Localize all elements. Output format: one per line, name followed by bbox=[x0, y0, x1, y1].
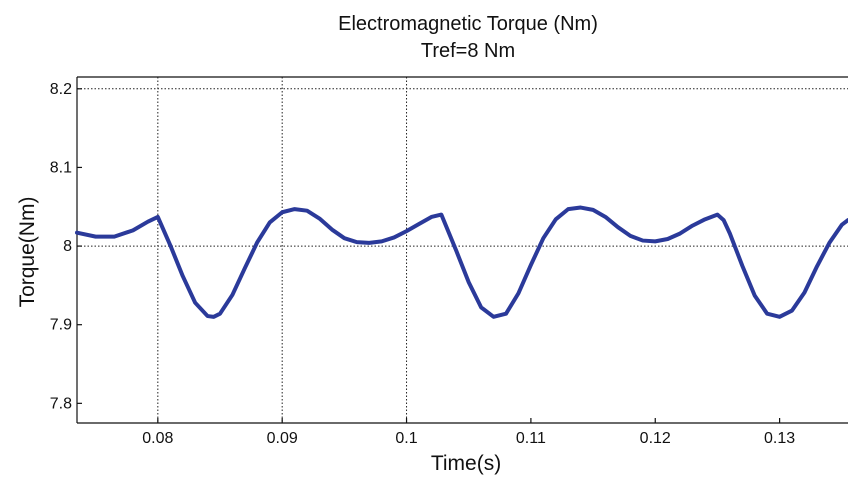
y-tick-label: 8 bbox=[63, 238, 72, 255]
chart-subtitle: Tref=8 Nm bbox=[421, 40, 515, 62]
series-group bbox=[75, 205, 848, 319]
x-tick-label: 0.11 bbox=[516, 430, 546, 447]
x-tick-label: 0.12 bbox=[640, 430, 671, 447]
y-tick-label: 7.9 bbox=[50, 317, 72, 334]
y-tick-labels: 7.8 7.9 8 8.1 8.2 bbox=[50, 81, 72, 413]
chart-title: Electromagnetic Torque (Nm) bbox=[338, 13, 598, 35]
plot-axes bbox=[76, 76, 848, 424]
x-tick-labels: 0.08 0.09 0.1 0.11 0.12 0.13 bbox=[142, 430, 795, 447]
x-tick-label: 0.08 bbox=[142, 430, 173, 447]
x-tick-label: 0.13 bbox=[764, 430, 795, 447]
y-tick-label: 8.2 bbox=[50, 81, 72, 98]
y-tick-label: 8.1 bbox=[50, 159, 72, 176]
x-axis-label: Time(s) bbox=[431, 452, 501, 475]
y-tick-label: 7.8 bbox=[50, 395, 72, 412]
grid bbox=[77, 77, 848, 423]
y-axis-label: Torque(Nm) bbox=[16, 197, 39, 308]
x-tick-label: 0.09 bbox=[267, 430, 298, 447]
torque-series-line bbox=[75, 205, 848, 319]
x-tick-label: 0.1 bbox=[395, 430, 417, 447]
